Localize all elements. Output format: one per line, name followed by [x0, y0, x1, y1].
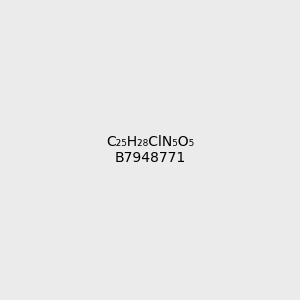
Text: C₂₅H₂₈ClN₅O₅
B7948771: C₂₅H₂₈ClN₅O₅ B7948771 — [106, 135, 194, 165]
